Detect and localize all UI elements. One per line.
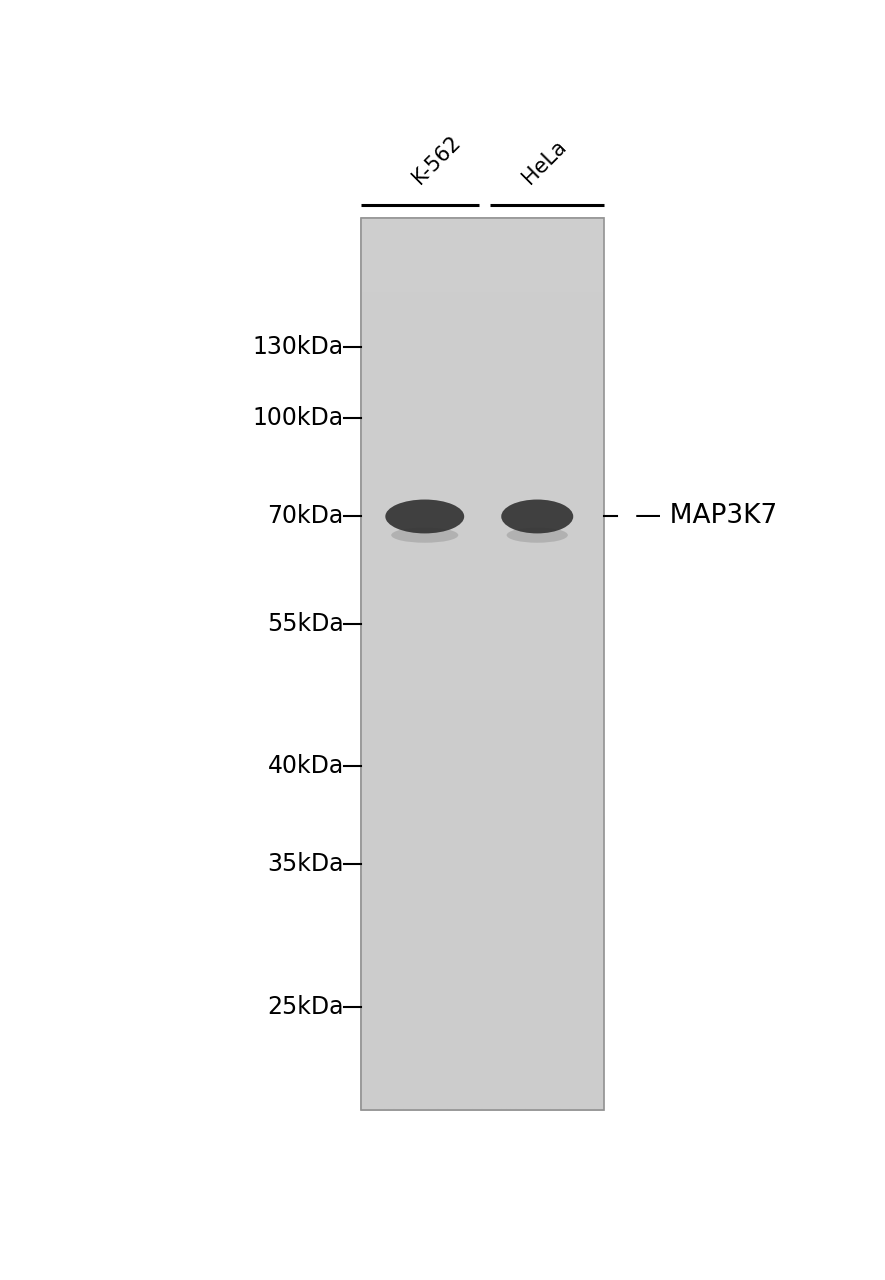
Text: 25kDa: 25kDa <box>267 995 343 1019</box>
Ellipse shape <box>391 527 458 543</box>
Text: 130kDa: 130kDa <box>253 335 343 358</box>
Text: K-562: K-562 <box>409 132 465 188</box>
Ellipse shape <box>385 499 465 534</box>
Text: 100kDa: 100kDa <box>253 406 343 430</box>
Ellipse shape <box>501 499 573 534</box>
Ellipse shape <box>506 527 568 543</box>
Text: 40kDa: 40kDa <box>267 754 343 778</box>
Text: — MAP3K7: — MAP3K7 <box>635 503 778 530</box>
Bar <box>361 218 604 1110</box>
Text: 55kDa: 55kDa <box>267 612 343 635</box>
Text: 70kDa: 70kDa <box>267 504 343 529</box>
Text: 35kDa: 35kDa <box>267 852 343 877</box>
Text: HeLa: HeLa <box>519 137 570 188</box>
